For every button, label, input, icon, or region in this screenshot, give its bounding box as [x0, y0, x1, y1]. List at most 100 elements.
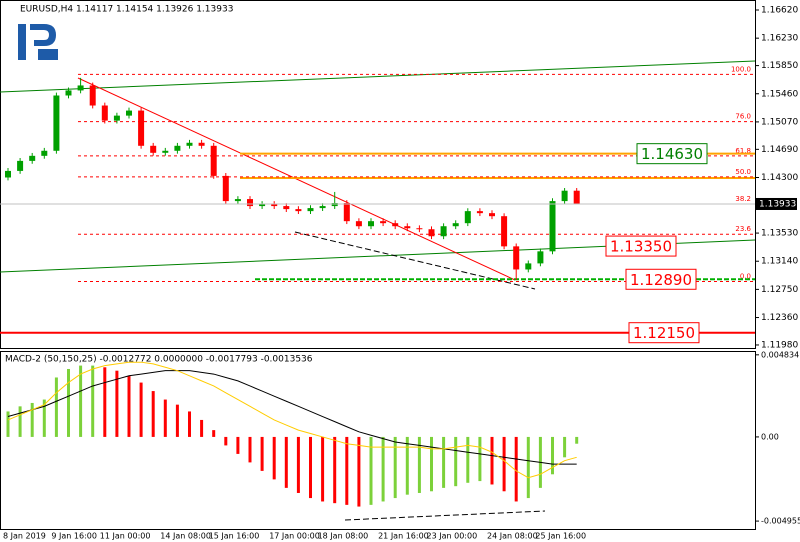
- candle-body: [17, 160, 24, 171]
- macd-title: MACD-2 (50,150,25) -0.0012772 0.0000000 …: [5, 355, 313, 365]
- macd-line: [7, 361, 577, 479]
- candle-body: [343, 203, 350, 222]
- logo-bar: [18, 24, 26, 60]
- y-tick-label: 0.00: [761, 432, 779, 441]
- candle-body: [513, 246, 520, 270]
- fib-label: 61.8: [735, 147, 751, 155]
- divergence-line: [294, 231, 536, 290]
- y-tick-label: 1.16230: [761, 34, 798, 44]
- candle-body: [271, 204, 278, 207]
- current-price-box: [755, 197, 797, 210]
- level-label: 1.12890: [630, 271, 692, 289]
- macd-bar: [139, 382, 143, 437]
- candle-body: [234, 199, 241, 202]
- macd-bar: [551, 436, 554, 475]
- x-tick-label: 17 Jan 00:00: [269, 532, 320, 541]
- macd-bar: [381, 436, 385, 502]
- candle-body: [452, 223, 459, 227]
- x-tick-label: 15 Jan 16:00: [209, 532, 260, 541]
- y-tick-label: 1.12360: [761, 313, 798, 323]
- macd-bar: [490, 436, 494, 485]
- fib-label: 100.0: [731, 65, 751, 73]
- macd-bar: [357, 436, 361, 507]
- macd-bar: [345, 436, 349, 505]
- macd-bar: [18, 406, 22, 437]
- level-box: 1.12890: [625, 268, 697, 290]
- y-tick-label: 1.14690: [761, 145, 798, 155]
- level-label: 1.13350: [610, 238, 672, 256]
- candle-body: [489, 213, 495, 217]
- candle-body: [380, 221, 387, 224]
- y-tick-label: 1.13530: [761, 229, 798, 239]
- macd-bar: [393, 436, 397, 499]
- logo-bowl: [30, 24, 56, 46]
- candle-body: [476, 211, 483, 214]
- candle-body: [501, 216, 508, 247]
- fib-label: 76.0: [735, 113, 751, 121]
- macd-bar: [405, 436, 409, 495]
- macd-bar: [514, 436, 518, 502]
- fib-label: 38.2: [735, 195, 751, 203]
- candle-body: [295, 209, 302, 212]
- candle-body: [222, 175, 229, 202]
- current-price-label: 1.13933: [759, 199, 796, 209]
- macd-bar: [54, 377, 58, 437]
- level-box: 1.14630: [636, 143, 708, 165]
- macd-bar: [454, 436, 458, 487]
- candle-body: [283, 206, 290, 210]
- macd-bar: [502, 436, 506, 492]
- macd-bar: [563, 436, 567, 458]
- x-tick-label: 23 Jan 00:00: [427, 532, 478, 541]
- macd-bar: [30, 402, 34, 437]
- candle-body: [210, 145, 217, 176]
- x-tick-label: 14 Jan 08:00: [160, 532, 211, 541]
- candle-body: [464, 211, 471, 224]
- candle-body: [404, 226, 411, 229]
- macd-bar: [526, 436, 530, 499]
- candle-body: [162, 150, 169, 153]
- candle-body: [41, 150, 48, 156]
- macd-bar: [333, 436, 337, 504]
- macd-bar: [163, 399, 167, 437]
- fib-label: 23.6: [735, 225, 751, 233]
- x-tick-label: 9 Jan 16:00: [51, 532, 97, 541]
- macd-bar: [103, 367, 107, 437]
- macd-bar: [442, 436, 446, 488]
- candle-body: [198, 142, 205, 146]
- macd-bar: [175, 404, 179, 437]
- y-tick-label: 1.13140: [761, 257, 798, 267]
- candle-body: [549, 201, 556, 252]
- macd-bar: [79, 365, 83, 437]
- candle-body: [561, 190, 568, 202]
- macd-bar: [6, 411, 10, 437]
- macd-line: [7, 370, 577, 465]
- x-tick-label: 11 Jan 00:00: [100, 532, 151, 541]
- y-tick-label: -0.004955: [761, 517, 800, 526]
- macd-bar: [369, 436, 373, 505]
- macd-bar: [321, 436, 325, 502]
- candle-body: [525, 263, 532, 270]
- x-tick-label: 21 Jan 16:00: [378, 532, 429, 541]
- divergence-line: [344, 510, 546, 521]
- level-box-frame: [605, 235, 677, 257]
- candle-body: [355, 221, 362, 227]
- candle-body: [537, 251, 544, 264]
- y-tick-label: 0.0048341: [761, 350, 800, 359]
- macd-bar: [466, 436, 470, 483]
- candle-body: [150, 145, 157, 153]
- level-box-frame: [628, 322, 700, 344]
- macd-bar: [272, 436, 276, 480]
- candle-body: [113, 115, 120, 121]
- y-tick-label: 1.11980: [761, 340, 798, 350]
- macd-bar: [42, 399, 46, 437]
- trend-line: [0, 60, 756, 93]
- candle-body: [101, 105, 108, 121]
- candle-body: [29, 155, 36, 161]
- macd-bar: [236, 436, 240, 454]
- y-tick-label: 1.15850: [761, 61, 798, 71]
- macd-bar: [478, 436, 482, 482]
- candle-body: [247, 199, 253, 207]
- candle-body: [186, 142, 193, 146]
- level-box: 1.12150: [628, 322, 700, 344]
